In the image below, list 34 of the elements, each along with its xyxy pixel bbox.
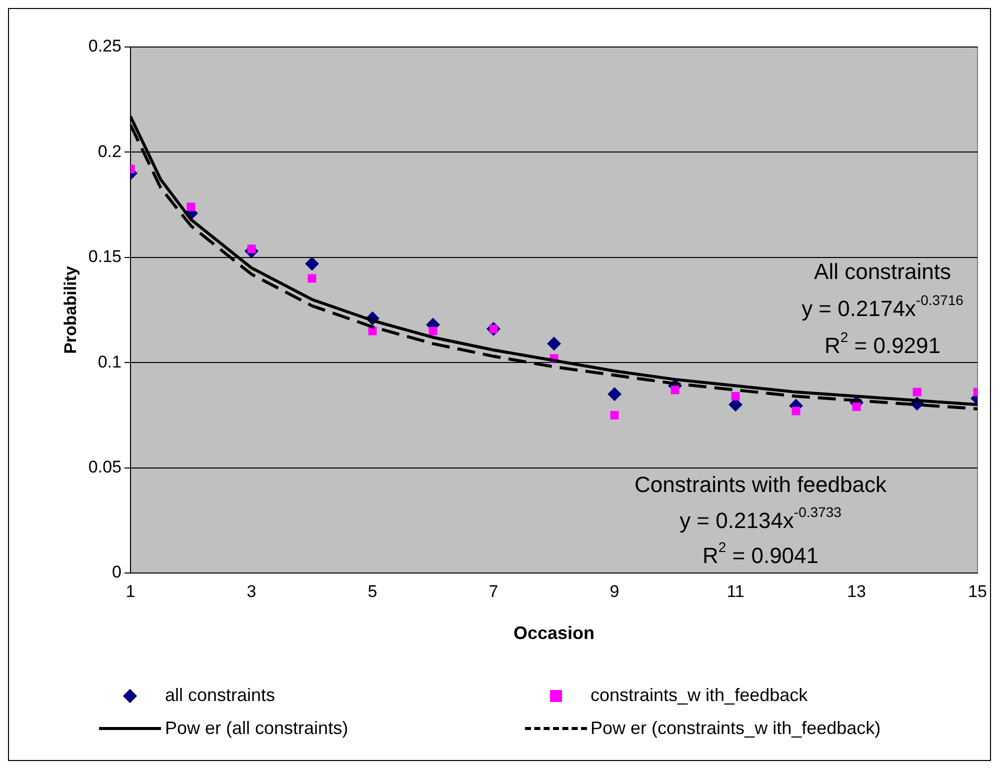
point — [308, 274, 316, 283]
y-tick-label: 0.1 — [98, 352, 122, 372]
legend-label: all constraints — [165, 685, 276, 706]
x-tick-label: 5 — [368, 582, 378, 601]
x-tick-label: 15 — [968, 582, 988, 601]
point — [608, 387, 622, 402]
x-tick-label: 11 — [726, 582, 744, 601]
x-axis-title: Occasion — [513, 623, 595, 644]
x-tick-label: 7 — [488, 582, 498, 601]
point — [610, 410, 619, 420]
point — [731, 392, 740, 401]
point — [428, 326, 438, 336]
y-tick-label: 0.25 — [88, 36, 122, 56]
point — [547, 336, 562, 351]
legend-label: Pow er (constraints_w ith_feedback) — [590, 718, 881, 739]
y-tick-label: 0.15 — [88, 247, 122, 266]
x-tick-label: 1 — [126, 582, 136, 601]
y-tick-label: 0 — [112, 562, 122, 582]
point — [912, 388, 922, 396]
legend-label: constraints_w ith_feedback — [590, 685, 808, 706]
point — [670, 386, 680, 394]
point — [792, 406, 800, 416]
x-tick-label: 9 — [610, 582, 620, 601]
legend-label: Pow er (all constraints) — [165, 718, 348, 739]
annotation: Constraints with feedback — [634, 472, 888, 497]
point — [305, 256, 319, 271]
y-tick-label: 0.2 — [98, 142, 122, 161]
y-axis-title: Probability — [60, 266, 80, 354]
annotation: All constraints — [814, 259, 951, 284]
x-tick-label: 13 — [847, 582, 866, 601]
point — [186, 202, 196, 212]
y-tick-label: 0.05 — [88, 457, 122, 476]
point — [852, 402, 861, 412]
x-tick-label: 3 — [246, 582, 256, 601]
